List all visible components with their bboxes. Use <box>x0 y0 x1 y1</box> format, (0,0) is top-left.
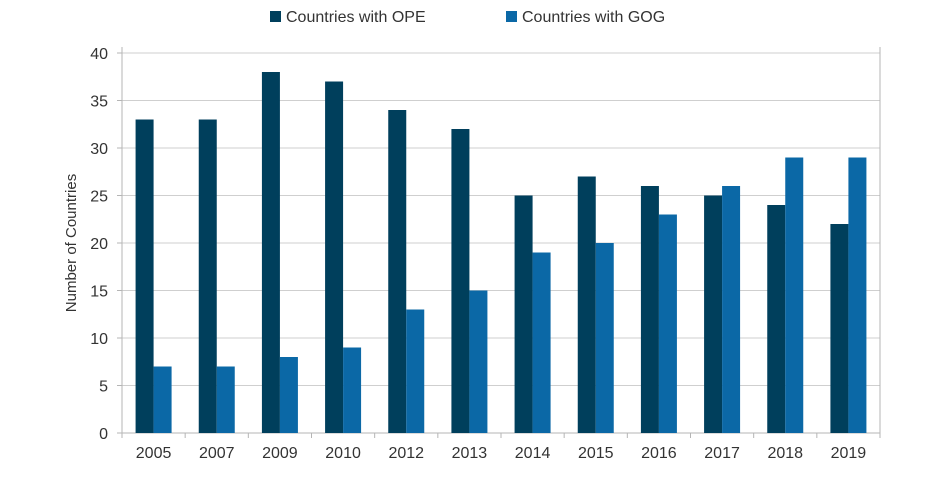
y-tick-label: 35 <box>90 94 108 111</box>
bar-gog-2019 <box>848 157 867 433</box>
bar-gog-2016 <box>658 214 677 433</box>
y-tick-label: 40 <box>90 46 108 63</box>
legend-swatch-gog <box>506 11 517 22</box>
x-tick-label: 2018 <box>767 445 803 462</box>
x-tick-label: 2012 <box>388 445 424 462</box>
y-tick-label: 0 <box>99 426 108 443</box>
legend-label-ope: Countries with OPE <box>286 9 426 26</box>
bar-gog-2005 <box>153 366 172 433</box>
x-tick-label: 2017 <box>704 445 740 462</box>
bar-ope-2016 <box>640 186 659 433</box>
bar-ope-2017 <box>704 195 723 433</box>
bar-ope-2012 <box>388 110 407 433</box>
y-tick-label: 25 <box>90 189 108 206</box>
legend-swatch-ope <box>270 11 281 22</box>
x-tick-label: 2005 <box>136 445 172 462</box>
y-tick-label: 5 <box>99 379 108 396</box>
y-axis-title: Number of Countries <box>63 174 80 312</box>
x-tick-label: 2019 <box>831 445 867 462</box>
bar-gog-2015 <box>595 243 614 433</box>
bar-gog-2013 <box>469 290 488 433</box>
legend: Countries with OPE Countries with GOG <box>270 9 665 26</box>
bar-gog-2010 <box>343 347 362 433</box>
bar-ope-2018 <box>767 205 786 433</box>
x-tick-label: 2009 <box>262 445 298 462</box>
bar-ope-2005 <box>135 119 154 433</box>
bar-ope-2014 <box>514 195 533 433</box>
bar-gog-2017 <box>722 186 741 433</box>
x-tick-label: 2013 <box>452 445 488 462</box>
x-tick-label: 2015 <box>578 445 614 462</box>
x-tick-label: 2007 <box>199 445 235 462</box>
bar-gog-2014 <box>532 252 551 433</box>
x-tick-label: 2016 <box>641 445 677 462</box>
bars <box>135 72 867 433</box>
gridlines <box>122 52 880 434</box>
bar-ope-2009 <box>261 72 280 433</box>
bar-gog-2009 <box>279 357 298 433</box>
x-axis-ticks: 2005 2007 2009 2010 2012 2013 2014 2015 2016 2017… <box>121 433 881 462</box>
y-axis-ticks: 0 5 10 15 20 25 30 35 40 <box>90 46 122 443</box>
x-tick-label: 2010 <box>325 445 361 462</box>
bar-ope-2015 <box>577 176 596 433</box>
bar-ope-2013 <box>451 129 470 433</box>
x-tick-label: 2014 <box>515 445 551 462</box>
bar-gog-2018 <box>785 157 804 433</box>
y-tick-label: 10 <box>90 331 108 348</box>
bar-ope-2019 <box>830 224 849 433</box>
y-tick-label: 15 <box>90 284 108 301</box>
bar-ope-2010 <box>325 81 344 433</box>
y-tick-label: 20 <box>90 236 108 253</box>
plot-frame <box>121 47 881 434</box>
bar-ope-2007 <box>198 119 217 433</box>
bar-gog-2012 <box>406 309 425 433</box>
y-tick-label: 30 <box>90 141 108 158</box>
bar-gog-2007 <box>216 366 235 433</box>
legend-label-gog: Countries with GOG <box>522 9 665 26</box>
